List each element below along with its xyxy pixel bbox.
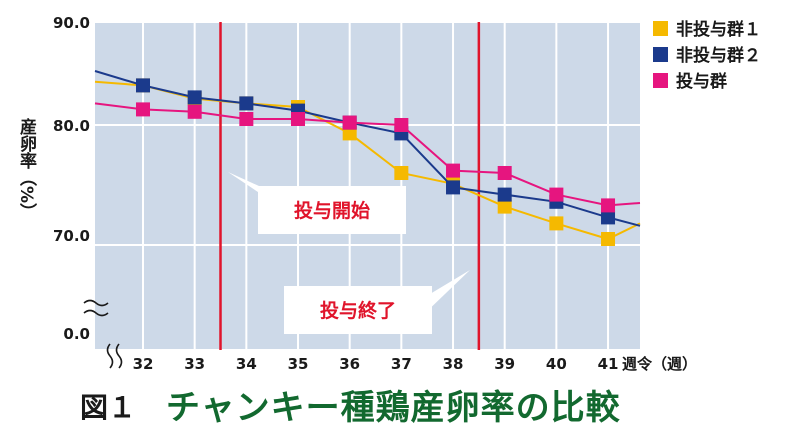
data-point xyxy=(497,187,512,202)
y-tick-label: 90.0 xyxy=(53,14,90,32)
y-tick-labels: 90.0 80.0 70.0 0.0 xyxy=(53,14,90,343)
event-lines xyxy=(219,22,481,350)
legend: 非投与群１ 非投与群２ 投与群 xyxy=(653,19,761,92)
data-point xyxy=(342,126,357,141)
y-axis-label: 産卵率（%） xyxy=(16,117,37,220)
x-axis-break-icon xyxy=(106,343,123,369)
series-3 xyxy=(94,102,641,213)
legend-swatch xyxy=(653,47,668,62)
data-point xyxy=(446,163,461,178)
data-point xyxy=(497,166,512,180)
data-point xyxy=(394,118,409,132)
y-tick-label: 70.0 xyxy=(53,227,90,245)
data-point xyxy=(342,115,357,130)
x-tick-label: 35 xyxy=(288,355,309,373)
annotation-callout: 投与終了 xyxy=(284,270,470,334)
data-point xyxy=(239,112,254,126)
series-line xyxy=(94,70,641,227)
data-point xyxy=(601,198,616,213)
x-axis-label: 週令（週） xyxy=(622,355,697,373)
legend-label: 非投与群２ xyxy=(676,45,761,66)
legend-entry: 投与群 xyxy=(653,71,727,92)
x-tick-label: 37 xyxy=(391,355,412,373)
x-tick-label: 38 xyxy=(443,355,464,373)
x-tick-label: 41 xyxy=(598,355,619,373)
annotation-text: 投与開始 xyxy=(294,199,370,222)
x-tick-label: 39 xyxy=(494,355,515,373)
figure-caption: 図１ チャンキー種鶏産卵率の比較 xyxy=(0,378,806,434)
legend-entry: 非投与群２ xyxy=(653,45,761,66)
figure-number: 図１ xyxy=(80,391,137,424)
callout-tail xyxy=(420,270,470,318)
x-tick-label: 32 xyxy=(133,355,154,373)
callout-box xyxy=(284,286,432,334)
y-axis-break-icon xyxy=(83,299,109,317)
legend-label: 非投与群１ xyxy=(676,19,761,40)
annotation-callout: 投与開始 xyxy=(228,172,406,234)
callout-box xyxy=(258,186,406,234)
series-line xyxy=(94,102,641,207)
data-point xyxy=(446,180,461,195)
data-point xyxy=(601,210,616,225)
x-tick-label: 40 xyxy=(546,355,567,373)
data-point xyxy=(291,112,306,126)
data-point xyxy=(187,104,202,119)
data-point xyxy=(136,102,150,117)
legend-entry: 非投与群１ xyxy=(653,19,761,40)
data-point xyxy=(549,216,564,231)
axis-break-marks xyxy=(83,299,123,369)
data-point xyxy=(549,187,564,202)
data-point xyxy=(136,78,150,93)
data-point xyxy=(497,199,512,214)
x-tick-label: 36 xyxy=(339,355,360,373)
y-tick-label: 0.0 xyxy=(63,325,90,343)
data-point xyxy=(239,96,254,111)
data-point xyxy=(187,90,202,105)
annotation-text: 投与終了 xyxy=(320,299,396,322)
data-point xyxy=(394,166,409,180)
x-tick-labels: 32 33 34 35 36 37 38 39 40 41 xyxy=(133,355,619,373)
legend-swatch xyxy=(653,73,668,88)
figure-title: チャンキー種鶏産卵率の比較 xyxy=(166,388,621,428)
x-tick-label: 34 xyxy=(236,355,257,373)
x-tick-label: 33 xyxy=(184,355,205,373)
legend-label: 投与群 xyxy=(676,71,727,92)
legend-swatch xyxy=(653,21,668,36)
series-layer xyxy=(94,70,641,246)
data-point xyxy=(601,232,616,246)
y-tick-label: 80.0 xyxy=(53,117,90,135)
